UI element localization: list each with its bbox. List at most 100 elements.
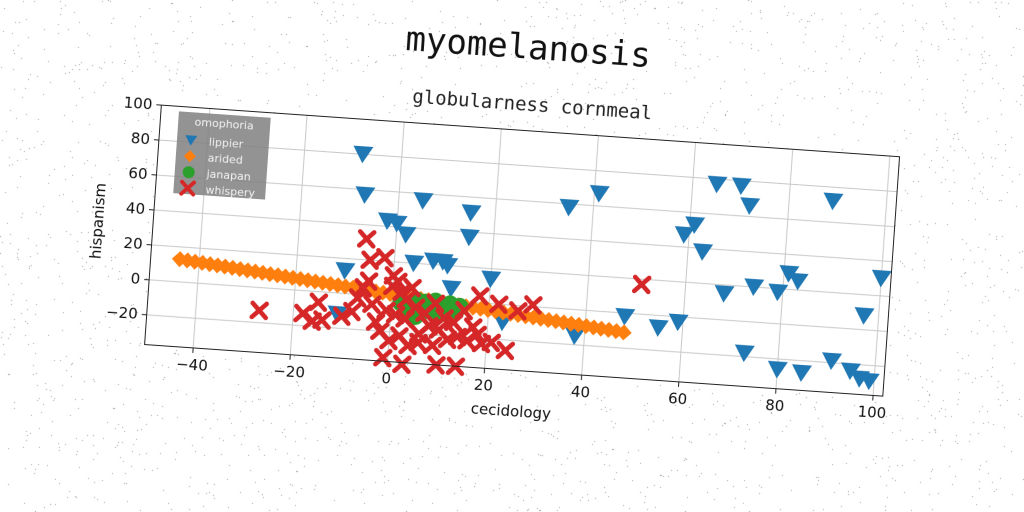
lippier-point <box>731 177 752 196</box>
whispery-point-stroke <box>495 341 516 360</box>
y-tick-label: 0 <box>130 270 141 289</box>
whispery-point-stroke <box>332 307 352 325</box>
x-tick-label: 100 <box>857 402 887 422</box>
whispery-point <box>332 306 352 326</box>
legend-marker-arided <box>183 150 196 163</box>
whispery-point <box>395 309 415 329</box>
lippier-point <box>854 307 875 325</box>
whispery-point <box>249 300 269 321</box>
whispery-point <box>508 301 528 321</box>
whispery-point <box>375 247 395 268</box>
whispery-point-stroke <box>523 296 543 314</box>
whispery-point-stroke <box>422 336 443 355</box>
whispery-point <box>402 277 422 298</box>
x-gridline <box>484 128 502 369</box>
x-gridline <box>581 135 599 376</box>
y-tick-label: 20 <box>123 234 143 253</box>
y-gridline <box>146 314 885 367</box>
x-gridline <box>678 142 697 382</box>
y-axis-label: hispanism <box>86 182 109 259</box>
lippier-point <box>559 198 580 217</box>
y-axis-ticks: −20 0 20 40 60 80 100 <box>105 94 162 323</box>
whispery-point <box>463 317 483 337</box>
lippier-point <box>459 228 480 247</box>
whispery-point <box>481 332 501 353</box>
lippier-point <box>355 186 376 204</box>
whispery-point-stroke <box>360 251 380 269</box>
legend-marker-janapan <box>182 166 195 179</box>
lippier-point <box>822 352 843 370</box>
x-tick-label: 60 <box>667 389 687 408</box>
whispery-point <box>392 354 412 375</box>
whispery-point <box>489 294 509 315</box>
legend-label-arided: arided <box>207 151 243 166</box>
whispery-point <box>388 271 408 292</box>
lippier-point <box>589 185 610 203</box>
x-tick-label: 20 <box>473 376 493 395</box>
chart-title: myomelanosis <box>404 19 652 76</box>
y-tick-label: −20 <box>105 303 138 323</box>
x-axis-ticks: −40 −20 0 20 40 60 80 100 <box>176 347 887 422</box>
y-gridline <box>158 139 898 193</box>
legend-box <box>173 111 271 200</box>
lippier-point <box>768 283 789 302</box>
lippier-point <box>871 269 892 288</box>
whispery-point <box>358 271 379 291</box>
y-tick-label: 100 <box>123 94 153 114</box>
whispery-point-stroke <box>293 304 313 323</box>
legend-marker-lippier <box>185 135 198 146</box>
y-gridline <box>149 279 888 332</box>
whispery-point-stroke <box>508 302 528 320</box>
whispery-point <box>631 274 652 295</box>
lippier-point <box>859 372 880 391</box>
whispery-point-stroke <box>425 294 446 313</box>
chart-subtitle: globularness cornmeal <box>412 86 653 125</box>
x-tick-label: −40 <box>176 355 209 375</box>
y-gridline <box>156 174 895 228</box>
legend-title: omophoria <box>194 115 254 132</box>
whispery-point-stroke <box>428 321 449 339</box>
plot-border <box>144 104 901 397</box>
lippier-point <box>387 214 408 233</box>
y-tick-label: 60 <box>128 164 148 183</box>
whispery-point-stroke <box>402 278 422 297</box>
lippier-point <box>734 344 755 363</box>
whispery-point <box>425 293 446 314</box>
whispery-point-stroke <box>362 295 382 313</box>
lippier-point <box>707 175 728 194</box>
whispery-point-stroke <box>463 318 483 336</box>
whispery-point-stroke <box>389 327 409 345</box>
x-axis-label: cecidology <box>470 399 552 423</box>
lippier-point <box>792 364 812 382</box>
whispery-point-stroke <box>312 311 332 329</box>
lippier-point <box>674 226 695 244</box>
whispery-point <box>495 340 516 361</box>
whispery-point <box>362 294 382 314</box>
whispery-point <box>342 301 362 322</box>
x-gridline <box>289 115 308 355</box>
whispery-point-stroke <box>454 301 474 320</box>
whispery-point-stroke <box>376 301 396 320</box>
whispery-point <box>376 300 396 321</box>
lippier-point <box>335 262 356 280</box>
lippier-point <box>744 278 765 297</box>
whispery-point-stroke <box>358 272 379 290</box>
whispery-point-stroke <box>470 287 490 305</box>
lippier-point <box>668 313 689 332</box>
lippier-point <box>693 243 714 261</box>
whispery-point-stroke <box>308 293 329 312</box>
whispery-point <box>308 292 329 312</box>
lippier-point <box>714 285 735 303</box>
lippier-point <box>481 270 502 289</box>
lippier-point <box>413 192 434 210</box>
whispery-point-stroke <box>373 348 393 367</box>
x-tick-label: 80 <box>765 396 785 415</box>
whispery-point <box>312 310 332 330</box>
whispery-point-stroke <box>375 248 395 267</box>
whispery-point <box>470 286 490 306</box>
lippier-point <box>565 327 586 345</box>
legend-marker-whispery-stroke <box>179 180 196 196</box>
